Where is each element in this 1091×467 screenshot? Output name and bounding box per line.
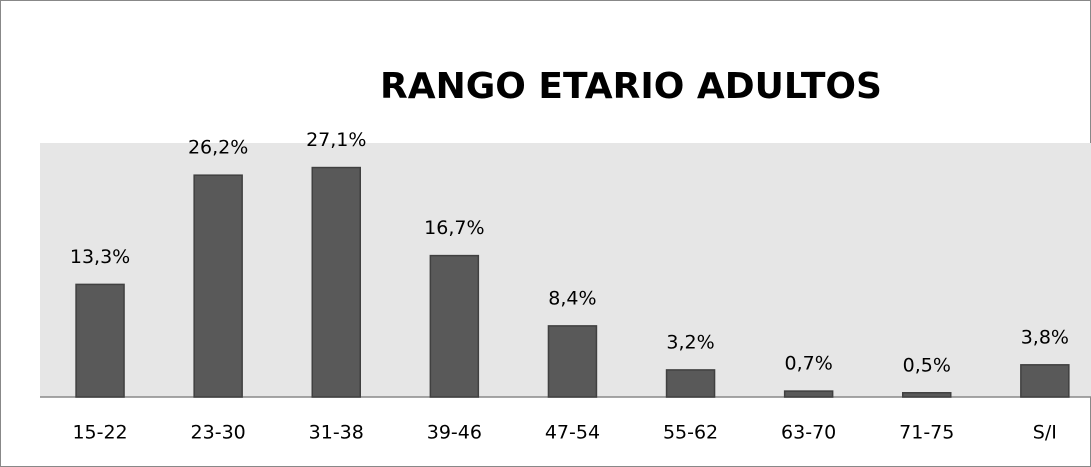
data-label: 13,3% xyxy=(70,246,130,268)
bar xyxy=(783,390,834,398)
bar xyxy=(547,325,598,398)
data-label: 0,5% xyxy=(903,354,951,376)
bar xyxy=(193,174,243,398)
x-tick-label: 23-30 xyxy=(191,422,246,444)
data-label: 3,8% xyxy=(1021,326,1069,348)
data-label: 8,4% xyxy=(548,287,596,309)
data-label: 26,2% xyxy=(188,137,248,159)
bar xyxy=(75,283,125,398)
x-tick-label: 63-70 xyxy=(781,422,836,444)
x-tick-label: 47-54 xyxy=(545,422,600,444)
bar xyxy=(902,392,952,398)
bar xyxy=(665,369,716,398)
x-tick-label: 15-22 xyxy=(72,422,127,444)
x-tick-label: 71-75 xyxy=(899,422,954,444)
data-label: 0,7% xyxy=(785,353,833,375)
x-tick-label: 55-62 xyxy=(663,422,718,444)
bar xyxy=(429,254,480,398)
x-tick-label: 31-38 xyxy=(309,422,364,444)
chart-title: RANGO ETARIO ADULTOS xyxy=(380,66,882,107)
bar xyxy=(1020,364,1070,398)
data-label: 16,7% xyxy=(424,217,484,239)
x-tick-label: S/I xyxy=(1033,422,1057,444)
x-tick-label: 39-46 xyxy=(427,422,482,444)
data-label: 3,2% xyxy=(666,331,714,353)
bar xyxy=(311,166,361,398)
data-label: 27,1% xyxy=(306,129,366,151)
